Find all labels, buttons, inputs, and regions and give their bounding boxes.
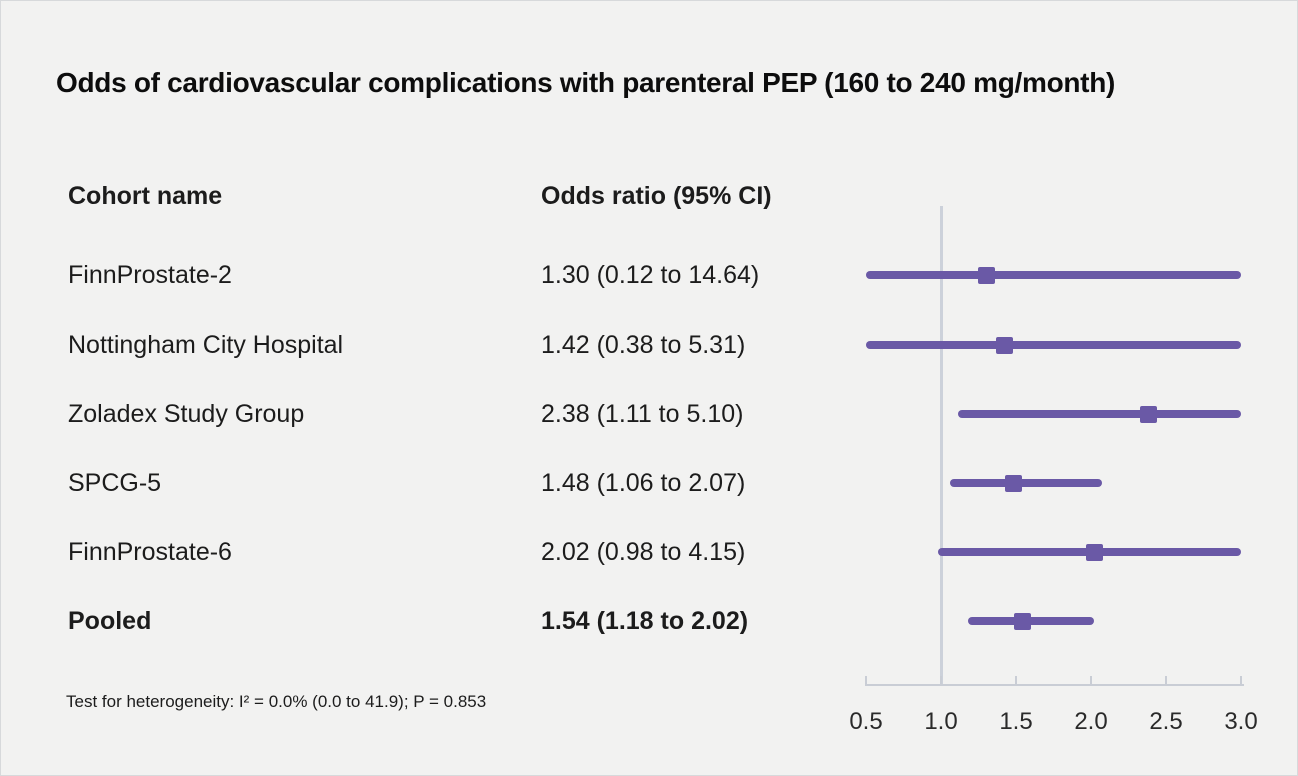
or-value: 2.38 (1.11 to 5.10): [541, 400, 744, 428]
axis-tick: [1015, 676, 1017, 684]
ci-bar: [957, 410, 1241, 418]
odds-ratio-column-header: Odds ratio (95% CI): [541, 182, 772, 210]
or-marker: [977, 266, 995, 284]
cohort-name: FinnProstate-2: [68, 261, 232, 289]
axis-tick: [940, 676, 942, 684]
ci-bar: [950, 479, 1102, 487]
cohort-name: Zoladex Study Group: [68, 400, 305, 428]
heterogeneity-note: Test for heterogeneity: I² = 0.0% (0.0 t…: [66, 692, 487, 711]
axis-tick-label: 2.0: [1074, 708, 1108, 735]
x-axis-line: [865, 684, 1244, 686]
ci-bar: [866, 341, 1241, 349]
cohort-column-header: Cohort name: [68, 182, 223, 210]
axis-tick-label: 1.0: [924, 708, 958, 735]
or-value: 1.48 (1.06 to 2.07): [541, 469, 746, 497]
cohort-name: FinnProstate-6: [68, 538, 232, 566]
cohort-name: Nottingham City Hospital: [68, 331, 344, 359]
or-marker: [1013, 612, 1031, 630]
figure-title: Odds of cardiovascular complications wit…: [56, 67, 1116, 98]
cohort-name: Pooled: [68, 607, 152, 635]
axis-tick-label: 0.5: [849, 708, 883, 735]
ci-bar: [866, 271, 1241, 279]
cohort-name: SPCG-5: [68, 469, 162, 497]
axis-tick-label: 3.0: [1224, 708, 1258, 735]
ci-bar: [968, 617, 1094, 625]
or-marker: [1004, 474, 1022, 492]
reference-line: [939, 206, 943, 686]
axis-tick: [1090, 676, 1092, 684]
or-marker: [995, 336, 1013, 354]
or-marker: [1139, 405, 1157, 423]
or-marker: [1085, 543, 1103, 561]
or-value: 1.30 (0.12 to 14.64): [541, 261, 760, 289]
or-value: 1.54 (1.18 to 2.02): [541, 607, 749, 635]
axis-tick: [1165, 676, 1167, 684]
or-value: 2.02 (0.98 to 4.15): [541, 538, 746, 566]
axis-tick-label: 1.5: [999, 708, 1033, 735]
axis-tick: [1240, 676, 1242, 684]
axis-tick: [865, 676, 867, 684]
or-value: 1.42 (0.38 to 5.31): [541, 331, 746, 359]
axis-tick-label: 2.5: [1149, 708, 1183, 735]
